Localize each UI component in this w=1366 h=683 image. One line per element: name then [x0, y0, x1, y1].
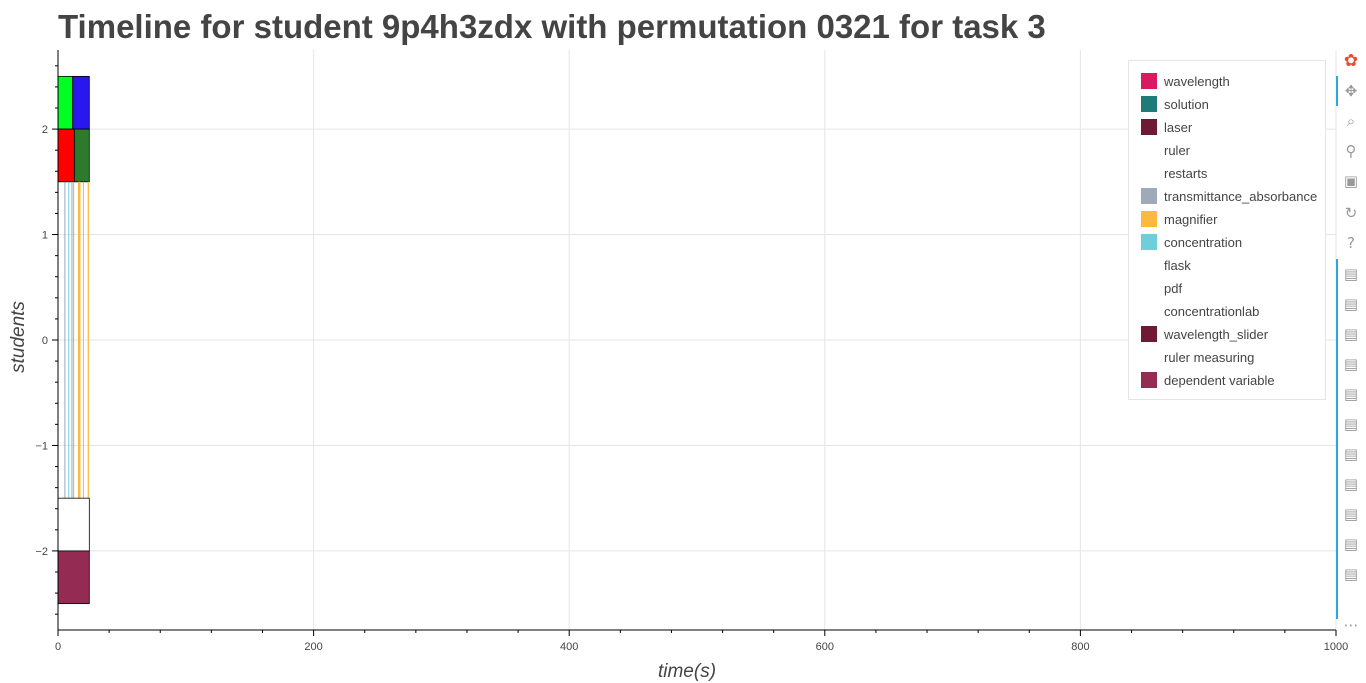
legend-swatch [1141, 96, 1157, 112]
y-tick-label: 1 [42, 230, 48, 242]
legend-swatch [1141, 119, 1157, 135]
legend-label: dependent variable [1164, 372, 1275, 388]
hover-icon[interactable]: ▤ [1343, 385, 1359, 403]
legend-label: concentration [1164, 234, 1243, 250]
timeline-bar [71, 181, 73, 499]
legend-swatch [1141, 257, 1157, 273]
hover-icon[interactable]: ▤ [1343, 325, 1359, 343]
legend-swatch [1141, 326, 1157, 342]
legend-item[interactable]: concentrationlab [1141, 303, 1259, 319]
legend-item[interactable]: concentration [1141, 234, 1242, 250]
hover-icon[interactable]: ▤ [1343, 565, 1359, 583]
more-icon[interactable]: ⋯ [1343, 616, 1359, 634]
timeline-bar [64, 181, 66, 499]
x-tick-label: 200 [304, 641, 322, 653]
legend-swatch [1141, 280, 1157, 296]
active-tool-indicator [1336, 259, 1338, 619]
legend-label: magnifier [1164, 211, 1218, 227]
legend-swatch [1141, 372, 1157, 388]
hover-icon[interactable]: ▤ [1343, 295, 1359, 313]
x-tick-label: 0 [55, 641, 61, 653]
x-tick-label: 800 [1071, 641, 1089, 653]
timeline-bar [82, 181, 84, 499]
legend-swatch [1141, 211, 1157, 227]
legend-swatch [1141, 188, 1157, 204]
legend-label: pdf [1164, 280, 1183, 296]
legend-swatch [1141, 303, 1157, 319]
legend-label: transmittance_absorbance [1164, 188, 1318, 204]
legend-swatch [1141, 142, 1157, 158]
legend-label: flask [1164, 257, 1191, 273]
pan-icon[interactable]: ✥ [1344, 82, 1358, 100]
timeline-bar [72, 75, 90, 130]
legend-label: wavelength [1164, 73, 1230, 89]
y-tick-label: 2 [42, 124, 48, 136]
timeline-bar [87, 181, 89, 499]
y-tick-label: 0 [42, 335, 48, 347]
legend-item[interactable]: transmittance_absorbance [1141, 188, 1317, 204]
timeline-bar [57, 128, 75, 183]
legend-item[interactable]: ruler [1141, 142, 1190, 158]
y-tick-label: −1 [35, 440, 48, 452]
legend-swatch [1141, 349, 1157, 365]
hover-icon[interactable]: ▤ [1343, 505, 1359, 523]
chart-title: Timeline for student 9p4h3zdx with permu… [58, 8, 1046, 45]
timeline-bar [73, 128, 90, 183]
chart-legend: wavelength solution laser ruler restarts tran… [1128, 60, 1326, 400]
bokeh-logo-icon[interactable]: ✿ [1343, 51, 1359, 71]
timeline-bar [73, 181, 75, 499]
legend-label: ruler [1164, 142, 1191, 158]
hover-icon[interactable]: ▤ [1343, 415, 1359, 433]
legend-label: solution [1164, 96, 1209, 112]
y-tick-label: −2 [35, 546, 48, 558]
legend-item[interactable]: restarts [1141, 165, 1207, 181]
timeline-bar [57, 497, 90, 552]
bokeh-toolbar: ✿ ✥ ⌕ ⚲ ▣ ↻? ▤ ▤ ▤ ▤ ▤ ▤ ▤ ▤ ▤ ▤ ▤ ⋯ [1336, 44, 1366, 644]
timeline-bar [77, 181, 81, 499]
legend-swatch [1141, 165, 1157, 181]
legend-item[interactable]: wavelength_slider [1141, 326, 1268, 342]
legend-swatch [1141, 73, 1157, 89]
wheel-zoom-icon[interactable]: ⚲ [1345, 142, 1357, 160]
legend-item[interactable]: solution [1141, 96, 1209, 112]
help-icon[interactable]: ? [1347, 234, 1355, 252]
legend-item[interactable]: dependent variable [1141, 372, 1275, 388]
legend-label: ruler measuring [1164, 349, 1255, 365]
legend-label: wavelength_slider [1164, 326, 1269, 342]
hover-icon[interactable]: ▤ [1343, 265, 1359, 283]
reset-icon[interactable]: ↻ [1344, 204, 1358, 222]
hover-icon[interactable]: ▤ [1343, 355, 1359, 373]
timeline-bar [68, 181, 70, 499]
hover-icon[interactable]: ▤ [1343, 535, 1359, 553]
x-tick-label: 400 [560, 641, 578, 653]
timeline-bar [57, 550, 90, 605]
x-axis-title: time(s) [658, 661, 716, 682]
hover-icon[interactable]: ▤ [1343, 475, 1359, 493]
legend-item[interactable]: flask [1141, 257, 1191, 273]
legend-item[interactable]: magnifier [1141, 211, 1217, 227]
x-tick-label: 600 [816, 641, 834, 653]
save-icon[interactable]: ▣ [1343, 172, 1359, 190]
x-tick-label: 1000 [1324, 641, 1348, 653]
active-tool-indicator [1336, 76, 1338, 106]
legend-label: restarts [1164, 165, 1208, 181]
box-zoom-icon[interactable]: ⌕ [1346, 112, 1356, 130]
legend-item[interactable]: wavelength [1141, 73, 1230, 89]
hover-icon[interactable]: ▤ [1343, 445, 1359, 463]
timeline-bar [57, 75, 74, 130]
legend-label: laser [1164, 119, 1193, 135]
y-axis-title: students [8, 301, 29, 373]
legend-label: concentrationlab [1164, 303, 1260, 319]
legend-item[interactable]: ruler measuring [1141, 349, 1254, 365]
legend-item[interactable]: laser [1141, 119, 1192, 135]
legend-item[interactable]: pdf [1141, 280, 1182, 296]
legend-swatch [1141, 234, 1157, 250]
